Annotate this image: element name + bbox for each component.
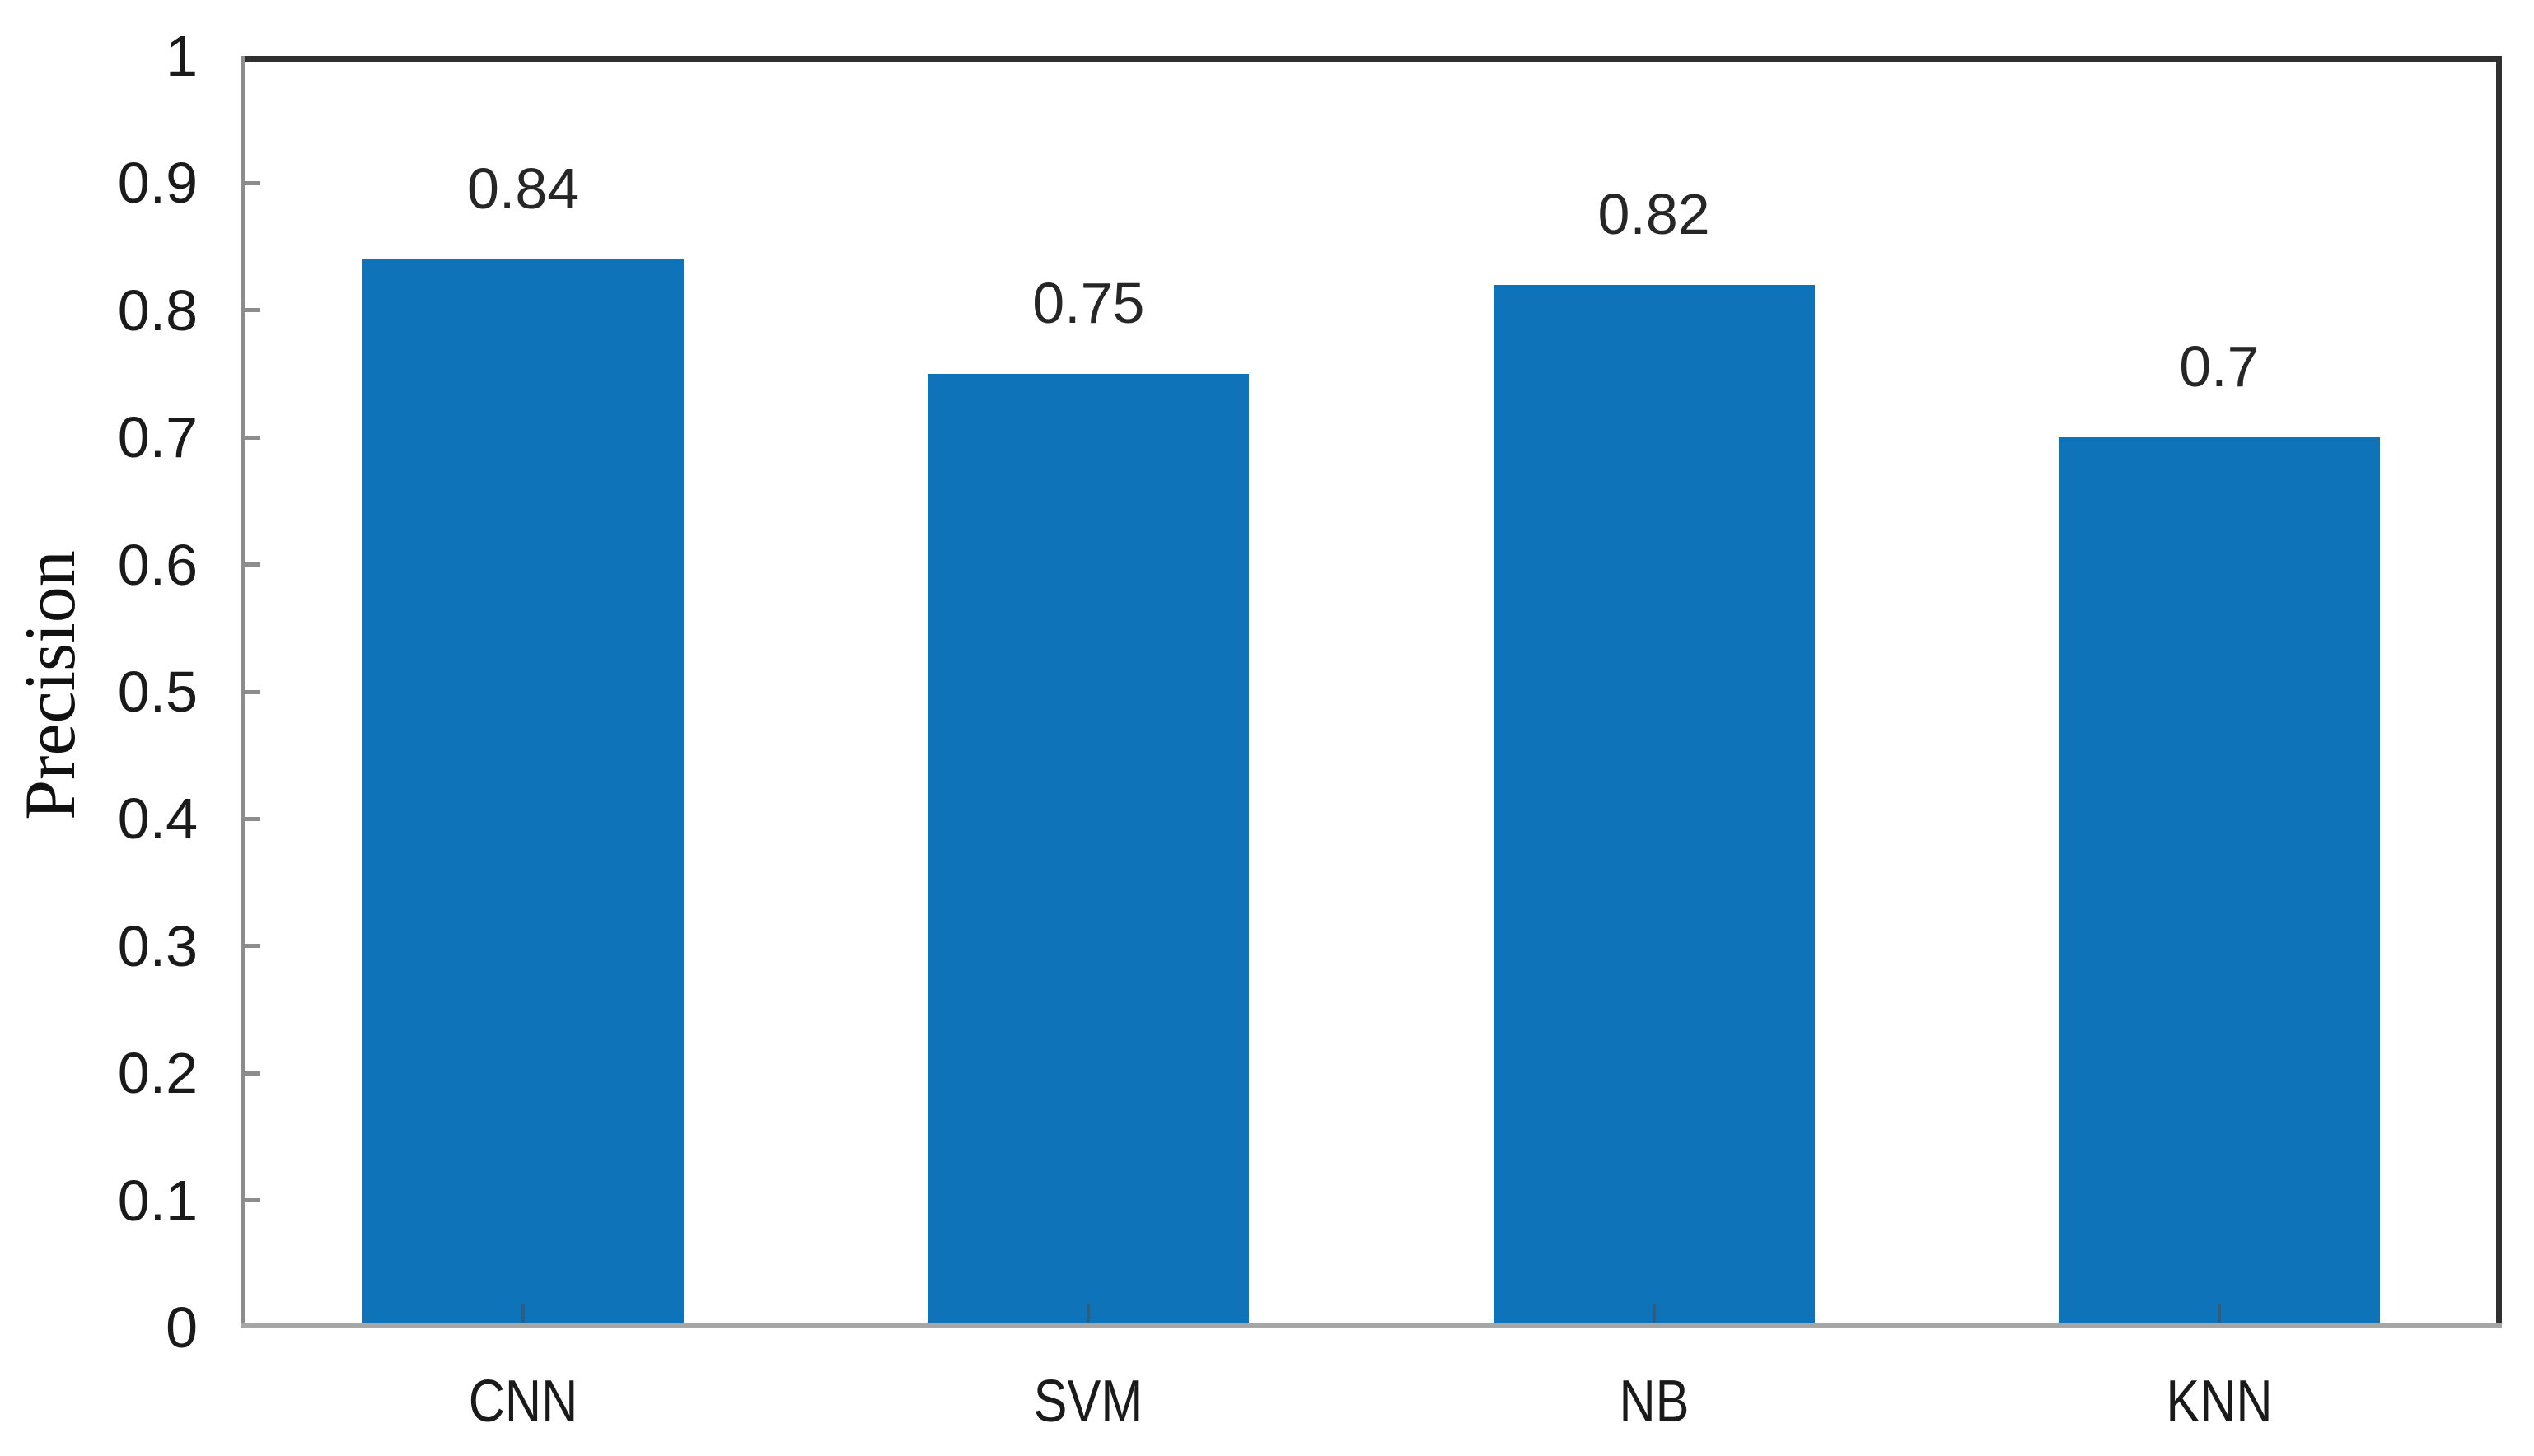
x-axis-line bbox=[241, 1323, 2502, 1328]
x-tick-label-svm: SVM bbox=[1034, 1369, 1143, 1435]
bar-nb bbox=[1493, 284, 1815, 1328]
y-tick-label: 0.4 bbox=[117, 786, 198, 852]
plot-border-top bbox=[241, 56, 2502, 62]
bar-knn bbox=[2058, 437, 2380, 1328]
y-tick-label: 0.9 bbox=[117, 151, 198, 216]
plot-area: 0.84 0.75 0.82 0.7 bbox=[241, 56, 2502, 1328]
y-tick-label: 0.2 bbox=[117, 1041, 198, 1106]
category-tick-mark bbox=[521, 1304, 526, 1328]
y-tick-mark bbox=[241, 435, 260, 440]
y-axis-line bbox=[241, 56, 245, 1328]
y-tick-label: 0 bbox=[166, 1295, 198, 1360]
y-tick-mark bbox=[241, 689, 260, 694]
category-tick-mark bbox=[2217, 1304, 2221, 1328]
y-tick-label: 0.6 bbox=[117, 532, 198, 597]
y-tick-mark bbox=[241, 180, 260, 185]
category-tick-mark bbox=[1652, 1304, 1656, 1328]
bar-value-label: 0.82 bbox=[1597, 181, 1710, 246]
x-tick-label-nb: NB bbox=[1619, 1369, 1690, 1435]
y-tick-mark bbox=[241, 1071, 260, 1076]
y-tick-label: 0.1 bbox=[117, 1168, 198, 1233]
y-tick-mark bbox=[241, 308, 260, 313]
category-tick-mark bbox=[1087, 1304, 1091, 1328]
y-tick-mark bbox=[241, 1198, 260, 1203]
y-tick-label: 1 bbox=[166, 24, 198, 88]
y-tick-label: 0.3 bbox=[117, 913, 198, 978]
y-tick-label: 0.7 bbox=[117, 405, 198, 470]
bar-value-label: 0.75 bbox=[1032, 271, 1145, 335]
bar-value-label: 0.84 bbox=[467, 156, 580, 222]
plot-border-right bbox=[2496, 56, 2502, 1328]
y-tick-mark bbox=[241, 816, 260, 821]
y-tick-label: 0.8 bbox=[117, 278, 198, 343]
bar-cnn bbox=[362, 259, 685, 1328]
x-tick-label-knn: KNN bbox=[2166, 1369, 2273, 1435]
y-tick-label: 0.5 bbox=[117, 660, 198, 724]
x-tick-label-cnn: CNN bbox=[468, 1369, 578, 1435]
bar-svm bbox=[928, 374, 1250, 1328]
y-tick-mark bbox=[241, 562, 260, 567]
bar-value-label: 0.7 bbox=[2179, 334, 2260, 399]
y-tick-mark bbox=[241, 944, 260, 949]
